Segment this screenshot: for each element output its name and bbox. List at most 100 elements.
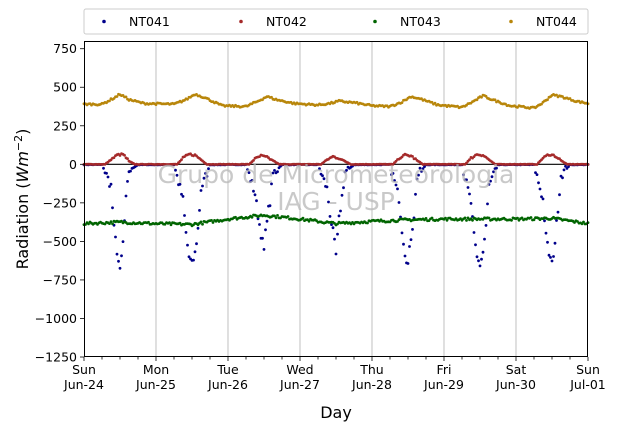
data-point <box>117 259 120 263</box>
data-point <box>391 172 395 175</box>
data-point <box>198 209 201 212</box>
data-point <box>568 97 572 100</box>
y-tick-label: −500 <box>43 234 77 249</box>
data-point <box>342 186 345 190</box>
data-point <box>486 202 489 206</box>
data-point <box>124 194 128 198</box>
data-point <box>180 192 183 196</box>
data-point <box>487 216 491 220</box>
data-point <box>322 177 326 181</box>
data-point <box>247 171 251 175</box>
data-point <box>484 224 488 227</box>
x-tick-label-date: Jun-30 <box>495 377 536 392</box>
data-point <box>274 216 278 220</box>
data-point <box>204 172 207 175</box>
data-point <box>126 157 129 161</box>
data-point <box>538 187 542 191</box>
legend: NT041 NT042 NT043 NT044 <box>83 8 589 35</box>
data-point <box>111 206 114 210</box>
y-axis: −1250 −1000 −750 −500 −250 0 250 500 750 <box>35 41 84 365</box>
data-point <box>111 222 114 226</box>
legend-label-nt044: NT044 <box>536 14 577 29</box>
data-point <box>270 182 273 186</box>
data-point <box>430 216 434 220</box>
x-tick-label-day: Thu <box>359 362 383 377</box>
data-point <box>327 200 330 204</box>
x-axis-title: Day <box>320 403 352 422</box>
data-point <box>483 237 486 241</box>
data-point <box>205 175 209 178</box>
y-tick-label: 500 <box>53 80 77 95</box>
data-point <box>124 95 128 99</box>
data-point <box>397 201 401 204</box>
data-point <box>108 99 111 103</box>
data-point <box>276 170 279 174</box>
x-tick-label-date: Jun-24 <box>63 377 104 392</box>
data-point <box>252 159 255 162</box>
y-tick-label: 750 <box>53 41 77 56</box>
data-point <box>535 163 539 166</box>
data-point <box>555 93 558 97</box>
data-point <box>192 258 195 262</box>
data-point <box>108 222 111 226</box>
legend-marker-nt041 <box>102 19 106 24</box>
data-point <box>516 216 519 220</box>
data-point <box>252 189 255 193</box>
data-point <box>433 101 437 105</box>
data-point <box>543 219 546 223</box>
data-point <box>340 193 344 197</box>
y-axis-unit: Wm <box>13 151 32 182</box>
data-point <box>250 215 254 219</box>
data-point <box>199 189 203 192</box>
data-point <box>582 220 585 224</box>
data-point <box>286 215 290 218</box>
data-point <box>120 254 123 258</box>
data-point <box>355 100 359 104</box>
data-point <box>270 95 273 99</box>
data-point <box>544 231 548 235</box>
data-point <box>492 170 495 174</box>
data-point <box>108 185 111 188</box>
data-point <box>556 210 560 214</box>
data-point <box>462 173 465 177</box>
data-point <box>493 98 497 102</box>
data-point <box>489 179 492 183</box>
data-point <box>268 204 272 208</box>
x-tick-label-day: Sun <box>72 362 96 377</box>
data-point <box>114 235 117 239</box>
watermark: Grupo de Micrometeorologia IAG - USP <box>158 160 515 216</box>
x-tick-label-day: Sat <box>506 362 527 377</box>
data-point <box>420 170 423 173</box>
data-point <box>553 241 557 245</box>
data-point <box>339 209 342 213</box>
data-point <box>180 158 183 162</box>
data-point <box>480 257 483 261</box>
y-tick-label: 0 <box>69 157 77 172</box>
data-point <box>564 164 567 168</box>
x-tick-label-date: Jun-26 <box>207 377 248 392</box>
data-point <box>484 94 488 98</box>
data-point <box>555 219 558 222</box>
data-point <box>406 262 410 265</box>
data-point <box>169 223 173 227</box>
data-point <box>121 240 125 244</box>
x-tick-label-date: Jun-27 <box>279 377 320 392</box>
data-point <box>408 245 411 248</box>
plot-series <box>82 92 590 270</box>
data-point <box>549 256 552 259</box>
data-point <box>87 222 90 226</box>
data-point <box>178 182 182 186</box>
data-point <box>318 167 321 171</box>
data-point <box>417 173 420 177</box>
data-point <box>520 216 524 220</box>
data-point <box>463 216 467 220</box>
data-point <box>490 175 494 179</box>
data-point <box>178 221 182 225</box>
data-point <box>558 193 561 197</box>
data-point <box>271 171 275 175</box>
data-point <box>471 218 474 222</box>
data-point <box>540 195 543 199</box>
data-point <box>468 192 471 196</box>
data-point <box>261 236 264 240</box>
data-point <box>414 192 417 196</box>
